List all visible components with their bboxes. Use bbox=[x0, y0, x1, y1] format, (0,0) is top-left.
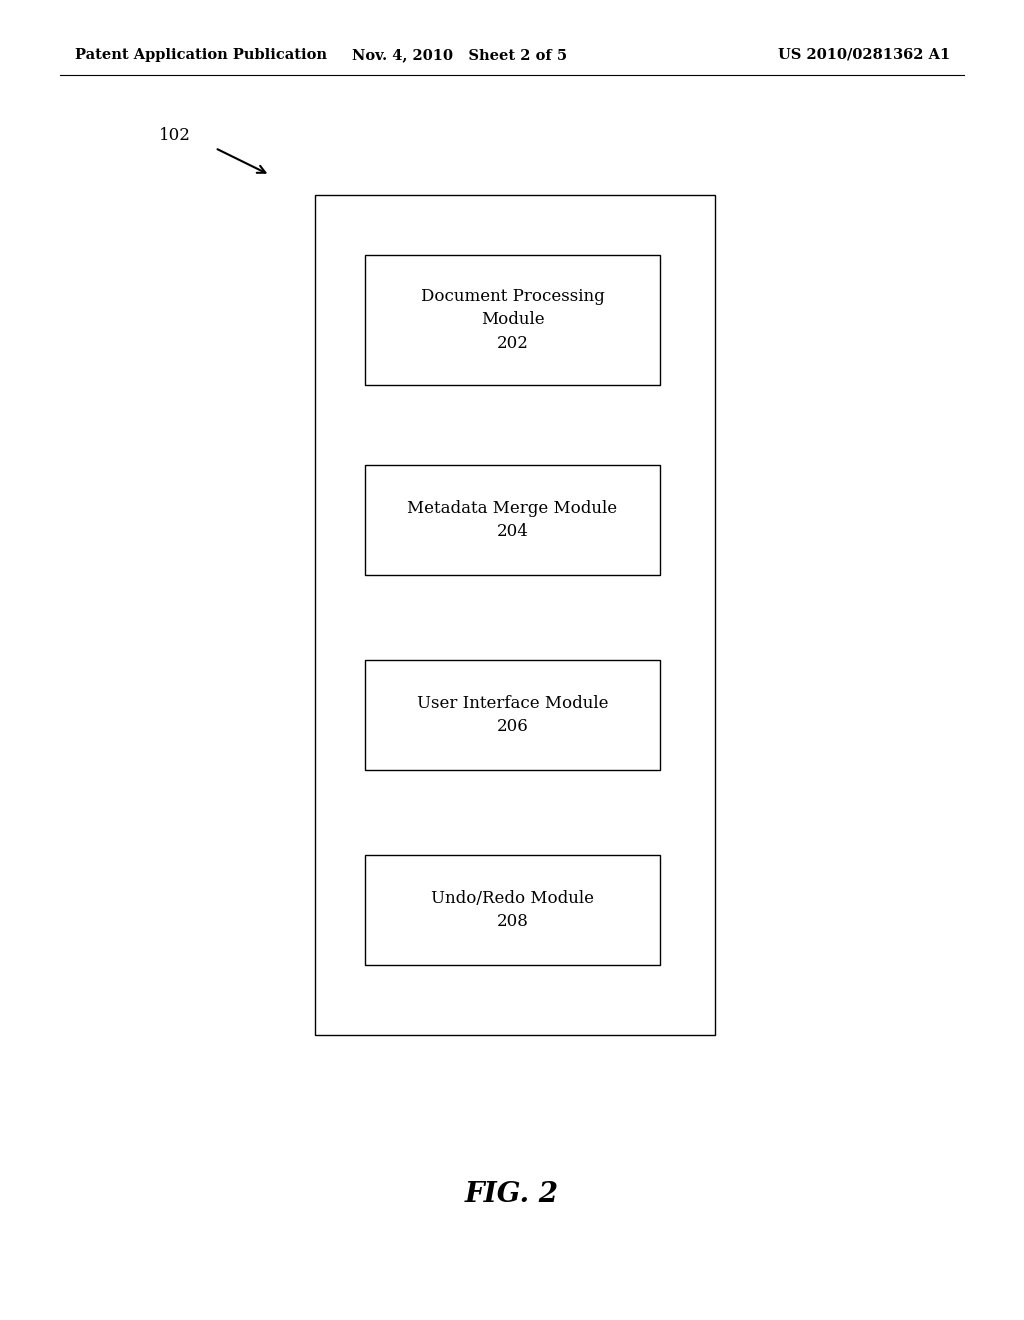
Bar bbox=[365, 660, 660, 770]
Text: Undo/Redo Module
208: Undo/Redo Module 208 bbox=[431, 890, 594, 931]
Bar bbox=[365, 255, 660, 385]
Bar bbox=[365, 465, 660, 576]
Text: US 2010/0281362 A1: US 2010/0281362 A1 bbox=[778, 48, 950, 62]
Bar bbox=[315, 195, 715, 1035]
Text: Patent Application Publication: Patent Application Publication bbox=[75, 48, 327, 62]
Bar bbox=[365, 855, 660, 965]
Text: Metadata Merge Module
204: Metadata Merge Module 204 bbox=[408, 500, 617, 540]
Text: Nov. 4, 2010   Sheet 2 of 5: Nov. 4, 2010 Sheet 2 of 5 bbox=[352, 48, 567, 62]
Text: Document Processing
Module
202: Document Processing Module 202 bbox=[421, 288, 604, 352]
Text: FIG. 2: FIG. 2 bbox=[465, 1181, 559, 1209]
Text: 102: 102 bbox=[159, 127, 190, 144]
Text: User Interface Module
206: User Interface Module 206 bbox=[417, 694, 608, 735]
